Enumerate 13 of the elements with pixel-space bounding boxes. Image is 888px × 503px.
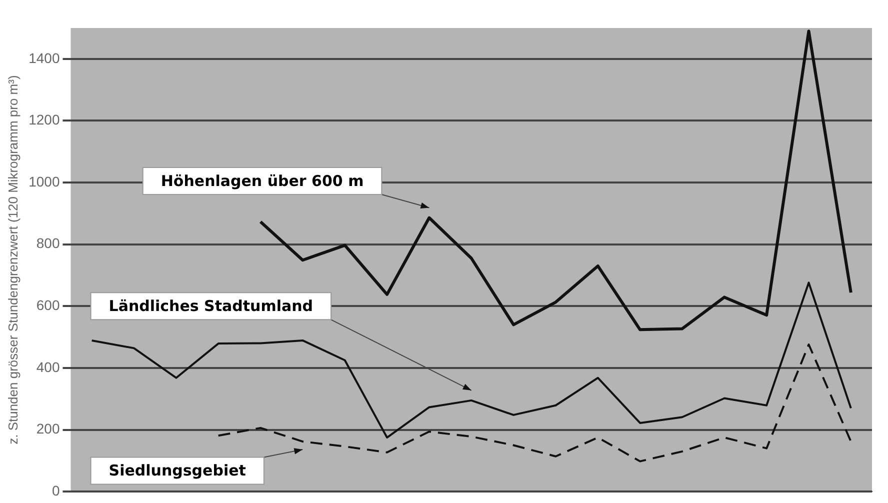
- series-label: Ländliches Stadtumland: [108, 297, 314, 316]
- y-tick-label: 1400: [28, 50, 60, 66]
- y-tick-label: 200: [36, 420, 60, 437]
- y-tick-label: 0: [52, 482, 60, 498]
- y-tick-label: 1000: [28, 173, 60, 190]
- y-tick-label: 1200: [28, 112, 60, 128]
- text: Siedlungsgebiet: [108, 462, 246, 480]
- line-series: [217, 343, 852, 462]
- y-tick-label: 600: [36, 297, 60, 314]
- y-axis-title: z. Stunden grösser Stundengrenzwert (120 Mikrogramm pro m³): [5, 75, 20, 444]
- y-tick-label: 800: [36, 235, 60, 252]
- text: Höhenlagen über 600 m: [160, 172, 364, 190]
- y-tick-label: 400: [36, 358, 60, 375]
